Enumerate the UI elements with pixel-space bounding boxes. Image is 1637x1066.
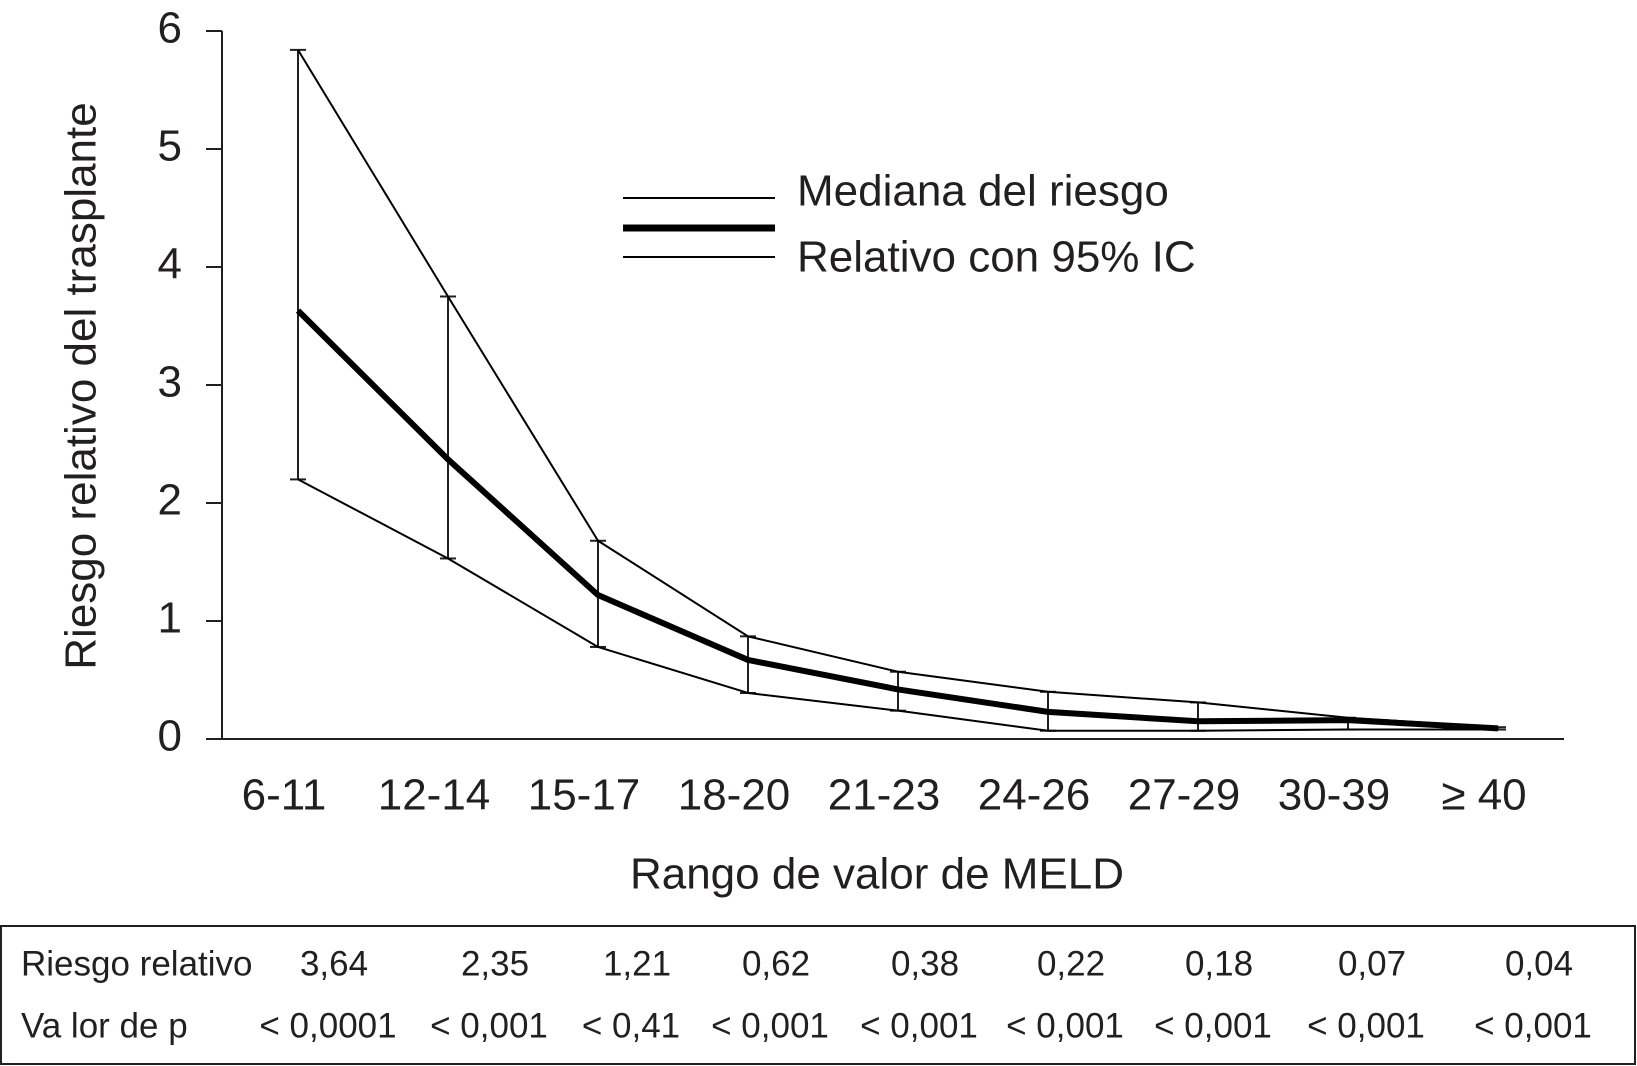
x-tick-label: 15-17	[528, 771, 641, 820]
ci-line	[297, 478, 1498, 732]
table-cell: < 0,001	[1307, 1006, 1425, 1045]
y-tick-label: 5	[158, 122, 182, 171]
legend-label: Mediana del riesgo	[797, 167, 1169, 216]
x-tick-label: 24-26	[978, 771, 1091, 820]
x-tick-label: 18-20	[678, 771, 791, 820]
x-tick-label: 12-14	[378, 771, 491, 820]
table-cell: 0,62	[742, 944, 810, 983]
x-tick-label: 21-23	[828, 771, 941, 820]
table-cell: 0,22	[1037, 944, 1105, 983]
x-tick-label: 6-11	[242, 771, 327, 820]
table-cell: 3,64	[300, 944, 368, 983]
table-cell: 0,04	[1505, 944, 1573, 983]
median-line	[295, 308, 1499, 732]
table-cell: < 0,0001	[259, 1006, 396, 1045]
row-label: Va lor de p	[21, 1006, 188, 1045]
table-cell: 0,18	[1185, 944, 1253, 983]
x-tick-label: 30-39	[1278, 771, 1391, 820]
ci-line	[297, 49, 1499, 729]
x-tick-label: 27-29	[1128, 771, 1241, 820]
y-tick-label: 6	[158, 4, 182, 53]
table-box	[0, 925, 1636, 1065]
table-cell: < 0,001	[1006, 1006, 1124, 1045]
y-axis-title: Riesgo relativo del trasplante	[57, 102, 106, 669]
table-cell: < 0,001	[1474, 1006, 1592, 1045]
y-tick-label: 2	[158, 476, 182, 525]
table-cell: < 0,41	[582, 1006, 680, 1045]
x-tick-label: ≥ 40	[1441, 771, 1526, 820]
y-tick-label: 3	[158, 358, 182, 407]
y-tick-label: 1	[158, 594, 182, 643]
table-cell: < 0,001	[430, 1006, 548, 1045]
y-tick-label: 0	[158, 712, 182, 761]
legend-label: Relativo con 95% IC	[797, 233, 1196, 282]
table-cell: < 0,001	[1154, 1006, 1272, 1045]
table-cell: 2,35	[461, 944, 529, 983]
table-cell: 0,07	[1338, 944, 1406, 983]
row-label: Riesgo relativo	[21, 944, 253, 983]
table-cell: < 0,001	[711, 1006, 829, 1045]
table-cell: 0,38	[891, 944, 959, 983]
table-cell: 1,21	[603, 944, 671, 983]
x-axis-title: Rango de valor de MELD	[630, 850, 1124, 899]
table-cell: < 0,001	[860, 1006, 978, 1045]
y-tick-label: 4	[158, 240, 182, 289]
